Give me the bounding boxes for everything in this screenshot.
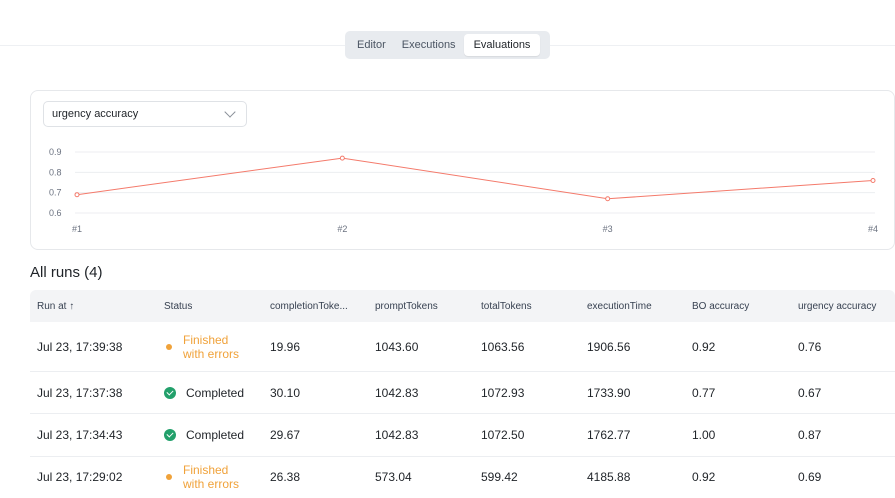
tab-evaluations[interactable]: Evaluations bbox=[463, 34, 541, 56]
column-header-status[interactable]: Status bbox=[164, 300, 193, 312]
status-text: Finished with errors bbox=[183, 463, 240, 491]
urgency-accuracy-cell: 0.87 bbox=[798, 428, 822, 442]
x-tick-label: #4 bbox=[868, 224, 878, 234]
run-at-cell: Jul 23, 17:29:02 bbox=[37, 470, 123, 484]
prompt-tokens-cell: 1043.60 bbox=[375, 339, 419, 354]
bo-accuracy-cell: 1.00 bbox=[692, 428, 716, 442]
check-circle-icon bbox=[164, 429, 176, 441]
status-text: Completed bbox=[186, 385, 245, 400]
status-cell: Completed bbox=[157, 428, 263, 442]
run-at-cell: Jul 23, 17:39:38 bbox=[37, 339, 123, 354]
data-point[interactable] bbox=[870, 177, 876, 183]
x-tick-label: #1 bbox=[72, 224, 82, 234]
warning-icon bbox=[166, 343, 172, 350]
total-tokens-cell: 1063.56 bbox=[481, 339, 525, 354]
x-tick-label: #2 bbox=[337, 224, 347, 234]
column-header-completion-tokens[interactable]: completionToke... bbox=[270, 300, 348, 312]
column-header-run-at[interactable]: Run at ↑ bbox=[37, 300, 75, 312]
table-row[interactable]: Jul 23, 17:39:38 Finished with errors 19… bbox=[30, 322, 895, 372]
column-header-bo-accuracy[interactable]: BO accuracy bbox=[692, 300, 750, 312]
execution-time-cell: 1906.56 bbox=[587, 339, 631, 354]
urgency-accuracy-cell: 0.67 bbox=[798, 385, 822, 400]
check-circle-icon bbox=[164, 386, 176, 399]
view-tabs: Editor Executions Evaluations bbox=[345, 31, 550, 59]
bo-accuracy-cell: 0.92 bbox=[692, 470, 716, 484]
y-tick-label: 0.7 bbox=[49, 188, 62, 198]
completion-tokens-cell: 26.38 bbox=[270, 470, 301, 484]
prompt-tokens-cell: 573.04 bbox=[375, 470, 412, 484]
series-line bbox=[76, 157, 874, 200]
run-at-cell: Jul 23, 17:34:43 bbox=[37, 428, 123, 442]
run-at-cell: Jul 23, 17:37:38 bbox=[37, 385, 123, 400]
metric-chart-card: urgency accuracy 0.9 0.8 0.7 0.6 #1 #2 #3 #4 bbox=[30, 90, 895, 250]
tab-editor[interactable]: Editor bbox=[357, 39, 386, 51]
metric-select-value: urgency accuracy bbox=[52, 108, 139, 120]
status-cell: Finished with errors bbox=[157, 333, 263, 361]
urgency-accuracy-cell: 0.76 bbox=[798, 339, 822, 354]
prompt-tokens-cell: 1042.83 bbox=[375, 428, 419, 442]
data-point[interactable] bbox=[605, 196, 611, 202]
column-header-total-tokens[interactable]: totalTokens bbox=[481, 300, 532, 312]
runs-table: Run at ↑ Status completionToke... prompt… bbox=[30, 290, 895, 497]
status-text: Finished with errors bbox=[183, 332, 240, 361]
execution-time-cell: 1762.77 bbox=[587, 428, 631, 442]
bo-accuracy-cell: 0.77 bbox=[692, 385, 716, 400]
data-point[interactable] bbox=[74, 192, 80, 198]
total-tokens-cell: 1072.50 bbox=[481, 428, 525, 442]
warning-icon bbox=[166, 474, 172, 480]
data-point[interactable] bbox=[339, 155, 345, 161]
completion-tokens-cell: 29.67 bbox=[270, 428, 301, 442]
execution-time-cell: 4185.88 bbox=[587, 470, 631, 484]
y-tick-label: 0.8 bbox=[49, 167, 62, 177]
status-cell: Finished with errors bbox=[157, 463, 263, 491]
completion-tokens-cell: 19.96 bbox=[270, 339, 301, 354]
urgency-accuracy-cell: 0.69 bbox=[798, 470, 822, 484]
y-tick-label: 0.9 bbox=[49, 147, 62, 157]
metric-select[interactable]: urgency accuracy bbox=[43, 101, 247, 127]
y-tick-label: 0.6 bbox=[49, 208, 62, 218]
runs-title: All runs (4) bbox=[30, 264, 103, 281]
status-text: Completed bbox=[186, 428, 245, 442]
completion-tokens-cell: 30.10 bbox=[270, 385, 301, 400]
table-row[interactable]: Jul 23, 17:29:02 Finished with errors 26… bbox=[30, 457, 895, 497]
column-header-urgency-accuracy[interactable]: urgency accuracy bbox=[798, 300, 877, 312]
column-header-execution-time[interactable]: executionTime bbox=[587, 300, 652, 312]
metric-line-chart: 0.9 0.8 0.7 0.6 #1 #2 #3 #4 bbox=[49, 147, 878, 234]
bo-accuracy-cell: 0.92 bbox=[692, 339, 716, 354]
column-header-prompt-tokens[interactable]: promptTokens bbox=[375, 300, 438, 312]
total-tokens-cell: 599.42 bbox=[481, 470, 518, 484]
tab-executions[interactable]: Executions bbox=[401, 39, 456, 51]
table-row[interactable]: Jul 23, 17:37:38 Completed 30.10 1042.83… bbox=[30, 372, 895, 414]
table-header: Run at ↑ Status completionToke... prompt… bbox=[30, 290, 895, 322]
total-tokens-cell: 1072.93 bbox=[481, 385, 525, 400]
table-row[interactable]: Jul 23, 17:34:43 Completed 29.67 1042.83… bbox=[30, 414, 895, 457]
prompt-tokens-cell: 1042.83 bbox=[375, 385, 419, 400]
status-cell: Completed bbox=[157, 386, 263, 400]
x-tick-label: #3 bbox=[603, 224, 613, 234]
execution-time-cell: 1733.90 bbox=[587, 385, 631, 400]
